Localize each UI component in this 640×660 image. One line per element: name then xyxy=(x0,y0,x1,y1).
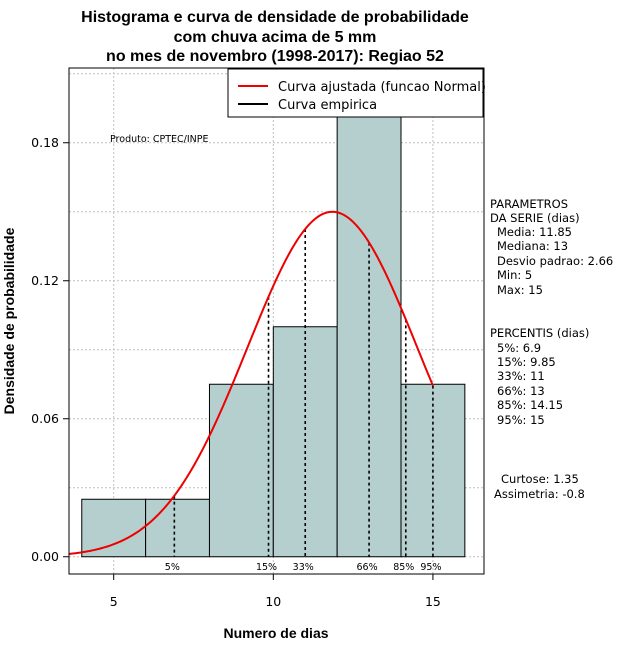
x-axis-title: Numero de dias xyxy=(223,625,328,641)
assimetria-text: Assimetria: -0.8 xyxy=(494,487,585,501)
legend-label-empirical: Curva empirica xyxy=(278,98,377,113)
percentile-label: 95% xyxy=(420,562,441,573)
x-axis: 5 10 15 xyxy=(110,574,441,609)
params-line: Max: 15 xyxy=(497,283,543,297)
plot-frame xyxy=(68,67,485,575)
percentile-label: 5% xyxy=(165,562,180,573)
percentis-line: 95%: 15 xyxy=(497,413,545,427)
legend-label-normal: Curva ajustada (funcao Normal) xyxy=(278,80,486,95)
normal-curve xyxy=(68,210,434,555)
title-line-2: com chuva acima de 5 mm xyxy=(174,29,377,46)
percentile-labels: 5% 15% 33% 66% 85% 95% xyxy=(165,562,442,573)
params-line: Mediana: 13 xyxy=(497,239,568,253)
curtose-text: Curtose: 1.35 xyxy=(501,472,579,486)
percentis-line: 66%: 13 xyxy=(497,384,545,398)
y-axis: 0.00 0.06 0.12 0.18 xyxy=(31,135,69,564)
percentile-label: 66% xyxy=(357,562,378,573)
x-tick-label: 15 xyxy=(425,594,441,609)
y-tick-label: 0.00 xyxy=(31,549,59,564)
x-tick-label: 5 xyxy=(110,594,118,609)
normal-curve-layer xyxy=(68,210,434,555)
percentis-line: PERCENTIS (dias) xyxy=(490,326,589,340)
params-line: DA SERIE (dias) xyxy=(490,211,580,225)
percentis-line: 5%: 6.9 xyxy=(497,341,541,355)
stats-panel: PARAMETROS DA SERIE (dias) Media: 11.85 … xyxy=(490,197,613,501)
params-line: Min: 5 xyxy=(497,268,532,282)
y-tick-label: 0.18 xyxy=(31,135,59,150)
y-axis-title: Densidade de probabilidade xyxy=(1,227,17,414)
legend-box xyxy=(227,68,484,118)
params-line: PARAMETROS xyxy=(490,197,568,211)
chart-title: Histograma e curva de densidade de proba… xyxy=(81,9,469,65)
histogram-bar xyxy=(81,498,147,558)
legend: Curva ajustada (funcao Normal) Curva emp… xyxy=(227,68,486,118)
percentis-line: 85%: 14.15 xyxy=(497,398,563,412)
params-line: Media: 11.85 xyxy=(497,225,572,239)
x-tick-label: 10 xyxy=(265,594,281,609)
percentile-label: 33% xyxy=(293,562,314,573)
percentis-line: 15%: 9.85 xyxy=(497,355,556,369)
histogram-bar xyxy=(208,383,274,558)
title-line-3: no mes de novembro (1998-2017): Regiao 5… xyxy=(106,48,444,65)
percentile-lines xyxy=(173,228,434,557)
title-line-1: Histograma e curva de densidade de proba… xyxy=(81,9,469,26)
y-tick-label: 0.12 xyxy=(31,273,59,288)
product-label: Produto: CPTEC/INPE xyxy=(110,134,209,145)
percentile-label: 85% xyxy=(393,562,414,573)
params-block: PARAMETROS DA SERIE (dias) Media: 11.85 … xyxy=(490,197,613,297)
histogram-bar xyxy=(145,498,210,558)
percentis-block: PERCENTIS (dias) 5%: 6.9 15%: 9.85 33%: … xyxy=(490,326,589,427)
params-line: Desvio padrao: 2.66 xyxy=(497,254,613,268)
percentis-line: 33%: 11 xyxy=(497,369,545,383)
y-tick-label: 0.06 xyxy=(31,411,59,426)
percentile-label: 15% xyxy=(256,562,277,573)
